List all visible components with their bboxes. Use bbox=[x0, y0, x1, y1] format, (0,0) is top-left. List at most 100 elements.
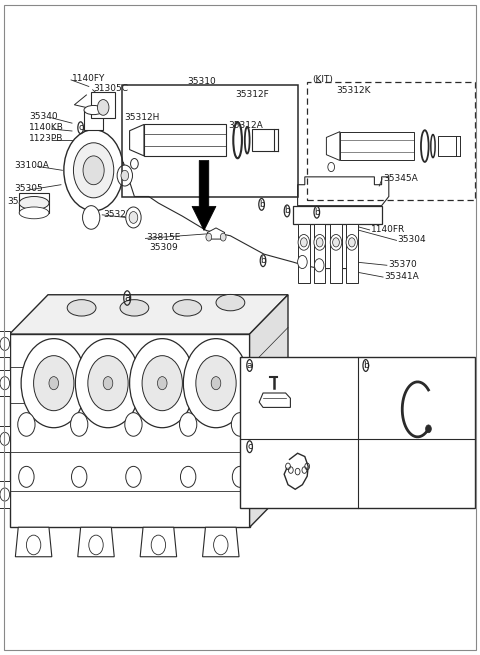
Ellipse shape bbox=[84, 105, 103, 115]
Text: 1140FY: 1140FY bbox=[278, 383, 312, 392]
Circle shape bbox=[180, 466, 196, 487]
Text: b: b bbox=[363, 361, 369, 370]
Text: 35309: 35309 bbox=[150, 243, 179, 252]
Circle shape bbox=[0, 337, 10, 350]
Polygon shape bbox=[10, 295, 288, 334]
Text: (KIT): (KIT) bbox=[312, 75, 333, 84]
Bar bbox=[19, 193, 49, 213]
Bar bbox=[84, 110, 103, 130]
Circle shape bbox=[330, 234, 342, 250]
Circle shape bbox=[151, 535, 166, 555]
Circle shape bbox=[231, 413, 249, 436]
Ellipse shape bbox=[120, 299, 149, 316]
Polygon shape bbox=[250, 295, 288, 527]
Circle shape bbox=[129, 212, 138, 223]
Ellipse shape bbox=[173, 299, 202, 316]
Text: 31337F: 31337F bbox=[278, 455, 312, 464]
Circle shape bbox=[314, 259, 324, 272]
Text: 35370: 35370 bbox=[388, 260, 417, 269]
Text: 35325D: 35325D bbox=[7, 197, 43, 206]
Circle shape bbox=[121, 170, 129, 181]
Text: 31305C: 31305C bbox=[94, 84, 129, 93]
Circle shape bbox=[214, 535, 228, 555]
Circle shape bbox=[346, 234, 358, 250]
Text: b: b bbox=[284, 206, 290, 215]
Ellipse shape bbox=[67, 299, 96, 316]
Bar bbox=[330, 224, 342, 283]
Circle shape bbox=[300, 238, 307, 247]
Text: 35345A: 35345A bbox=[383, 174, 418, 183]
Bar bbox=[293, 206, 382, 224]
Circle shape bbox=[142, 356, 182, 411]
Circle shape bbox=[426, 425, 432, 433]
Polygon shape bbox=[140, 527, 177, 557]
Circle shape bbox=[88, 356, 128, 411]
Text: 37369: 37369 bbox=[288, 405, 317, 414]
Circle shape bbox=[125, 413, 142, 436]
Circle shape bbox=[18, 413, 35, 436]
Text: 1123PB: 1123PB bbox=[29, 134, 63, 143]
Bar bbox=[91, 92, 115, 118]
Circle shape bbox=[130, 339, 195, 428]
Ellipse shape bbox=[19, 207, 49, 219]
Text: b: b bbox=[314, 208, 320, 217]
Bar bbox=[0, 370, 10, 396]
Circle shape bbox=[298, 234, 310, 250]
Circle shape bbox=[316, 238, 323, 247]
Circle shape bbox=[126, 207, 141, 228]
Text: 33100A: 33100A bbox=[14, 160, 49, 170]
Polygon shape bbox=[15, 527, 52, 557]
Circle shape bbox=[232, 466, 248, 487]
Circle shape bbox=[26, 535, 41, 555]
Circle shape bbox=[180, 413, 197, 436]
Bar bbox=[144, 124, 226, 156]
Circle shape bbox=[117, 165, 132, 186]
Circle shape bbox=[34, 356, 74, 411]
Text: 35323: 35323 bbox=[103, 210, 132, 219]
Text: 35312H: 35312H bbox=[124, 113, 159, 122]
Text: 1799JD: 1799JD bbox=[388, 360, 420, 369]
Text: 35312F: 35312F bbox=[235, 90, 269, 100]
Text: c: c bbox=[78, 123, 83, 132]
Polygon shape bbox=[207, 228, 225, 239]
Text: 35310: 35310 bbox=[187, 77, 216, 86]
Circle shape bbox=[333, 238, 339, 247]
Circle shape bbox=[72, 466, 87, 487]
Circle shape bbox=[0, 377, 10, 390]
Circle shape bbox=[73, 143, 114, 198]
Circle shape bbox=[103, 377, 113, 390]
Bar bbox=[0, 331, 10, 357]
Circle shape bbox=[71, 413, 88, 436]
Polygon shape bbox=[298, 177, 389, 206]
Text: 1140KB: 1140KB bbox=[29, 123, 64, 132]
Circle shape bbox=[19, 466, 34, 487]
Text: 35304: 35304 bbox=[397, 234, 426, 244]
Circle shape bbox=[21, 339, 86, 428]
Bar bbox=[240, 357, 475, 508]
Circle shape bbox=[64, 130, 123, 211]
Text: b: b bbox=[260, 256, 266, 265]
Circle shape bbox=[348, 238, 355, 247]
Ellipse shape bbox=[19, 196, 49, 210]
Circle shape bbox=[196, 356, 236, 411]
Polygon shape bbox=[78, 527, 114, 557]
Circle shape bbox=[97, 100, 109, 115]
Circle shape bbox=[314, 234, 325, 250]
Circle shape bbox=[83, 206, 100, 229]
Circle shape bbox=[0, 488, 10, 501]
Circle shape bbox=[83, 156, 104, 185]
Text: a: a bbox=[247, 361, 252, 370]
Text: c: c bbox=[247, 442, 252, 451]
Circle shape bbox=[183, 339, 249, 428]
Circle shape bbox=[89, 535, 103, 555]
Text: 1140FR: 1140FR bbox=[371, 225, 405, 234]
Text: a: a bbox=[124, 293, 130, 303]
Bar bbox=[122, 85, 298, 196]
Text: 35312A: 35312A bbox=[228, 121, 263, 130]
Circle shape bbox=[126, 466, 141, 487]
Circle shape bbox=[0, 432, 10, 445]
Text: 35312K: 35312K bbox=[336, 86, 371, 95]
Circle shape bbox=[206, 233, 212, 241]
Text: b: b bbox=[259, 200, 264, 209]
Bar bbox=[314, 224, 325, 283]
